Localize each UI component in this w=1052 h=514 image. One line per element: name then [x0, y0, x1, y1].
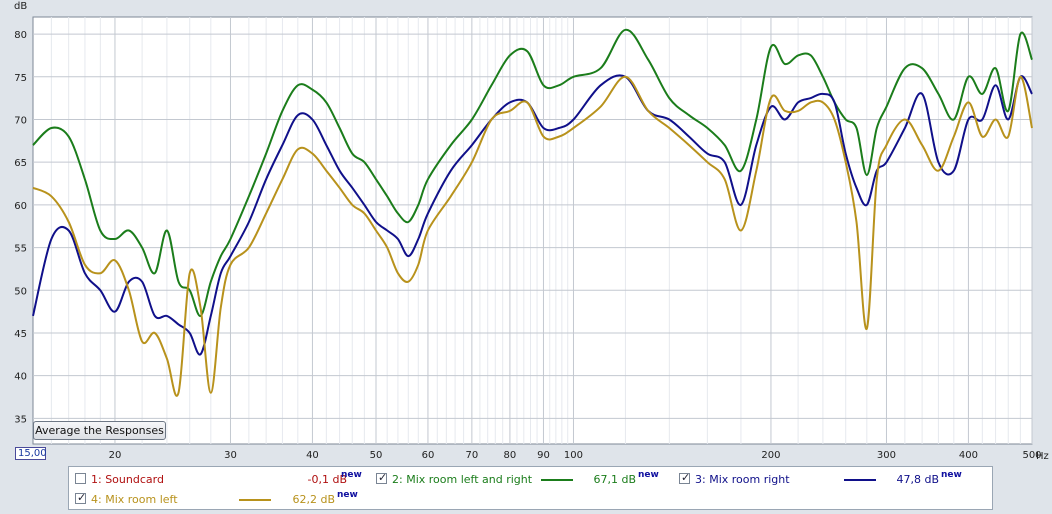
y-tick-label: 40 — [14, 372, 27, 383]
y-axis-label: dB — [14, 1, 27, 12]
legend-entry-soundcard: 1: Soundcard -0,1 dB new — [75, 470, 365, 488]
y-tick-labels: 35 40 45 50 55 60 65 70 75 80 — [14, 30, 27, 425]
series-line-mix-room-left-and-right — [32, 28, 1033, 317]
legend-checkbox-soundcard[interactable] — [75, 473, 86, 484]
legend-checkbox-mix-room-left-and-right[interactable]: ✓ — [376, 471, 388, 484]
legend-label: 2: Mix room left and right — [392, 473, 533, 486]
legend-value: 47,8 dB — [896, 473, 939, 486]
x-tick-label: 50 — [370, 450, 383, 461]
y-tick-label: 70 — [14, 115, 27, 126]
new-badge: new — [941, 470, 962, 480]
x-min-field[interactable]: 15,00 — [15, 447, 47, 460]
x-tick-label: 400 — [959, 450, 978, 461]
legend-line-swatch — [541, 479, 573, 481]
x-tick-label: 300 — [877, 450, 896, 461]
new-badge: new — [337, 490, 358, 500]
y-tick-label: 50 — [14, 286, 27, 297]
series-lines — [32, 28, 1033, 397]
x-tick-label: 90 — [537, 450, 550, 461]
new-badge: new — [341, 470, 362, 480]
x-tick-label: 200 — [761, 450, 780, 461]
legend-label: 1: Soundcard — [91, 473, 164, 486]
x-tick-label: 60 — [422, 450, 435, 461]
grid-lines — [33, 17, 1033, 444]
x-tick-label: 70 — [465, 450, 478, 461]
y-tick-label: 45 — [14, 329, 27, 340]
x-tick-label: 80 — [504, 450, 517, 461]
x-tick-label: 100 — [564, 450, 583, 461]
x-tick-label: 500 — [1022, 450, 1041, 461]
y-tick-label: 75 — [14, 73, 27, 84]
legend-entry-mix-room-left-and-right: ✓ 2: Mix room left and right 67,1 dB new — [376, 470, 666, 488]
legend-checkbox-mix-room-right[interactable]: ✓ — [679, 471, 691, 484]
legend-line-swatch — [239, 499, 271, 501]
average-responses-button[interactable]: Average the Responses — [33, 421, 166, 440]
legend-value: -0,1 dB — [307, 473, 348, 486]
y-tick-label: 55 — [14, 244, 27, 255]
legend-checkbox-mix-room-left[interactable]: ✓ — [75, 491, 87, 504]
x-tick-label: 30 — [224, 450, 237, 461]
series-line-mix-room-right — [32, 74, 1033, 356]
legend-entry-mix-room-right: ✓ 3: Mix room right 47,8 dB new — [679, 470, 979, 488]
y-tick-label: 80 — [14, 30, 27, 41]
new-badge: new — [638, 470, 659, 480]
legend-value: 62,2 dB — [292, 493, 335, 506]
legend-entry-mix-room-left: ✓ 4: Mix room left 62,2 dB new — [75, 490, 365, 508]
y-tick-label: 60 — [14, 201, 27, 212]
series-line-mix-room-left — [32, 75, 1033, 397]
x-unit-label: Hz — [1036, 451, 1049, 462]
frequency-response-chart: 35 40 45 50 55 60 65 70 75 80 20 30 40 50 60 70 80 90 100… — [14, 1, 1049, 462]
legend-panel: 1: Soundcard -0,1 dB new ✓ 2: Mix room l… — [68, 466, 993, 510]
y-tick-label: 65 — [14, 158, 27, 169]
x-tick-labels: 20 30 40 50 60 70 80 90 100 200 300 400 500 — [109, 450, 1042, 461]
legend-label: 4: Mix room left — [91, 493, 178, 506]
y-tick-label: 35 — [14, 414, 27, 425]
legend-line-swatch — [844, 479, 876, 481]
legend-value: 67,1 dB — [593, 473, 636, 486]
x-tick-label: 20 — [109, 450, 122, 461]
legend-label: 3: Mix room right — [695, 473, 790, 486]
x-tick-label: 40 — [306, 450, 319, 461]
